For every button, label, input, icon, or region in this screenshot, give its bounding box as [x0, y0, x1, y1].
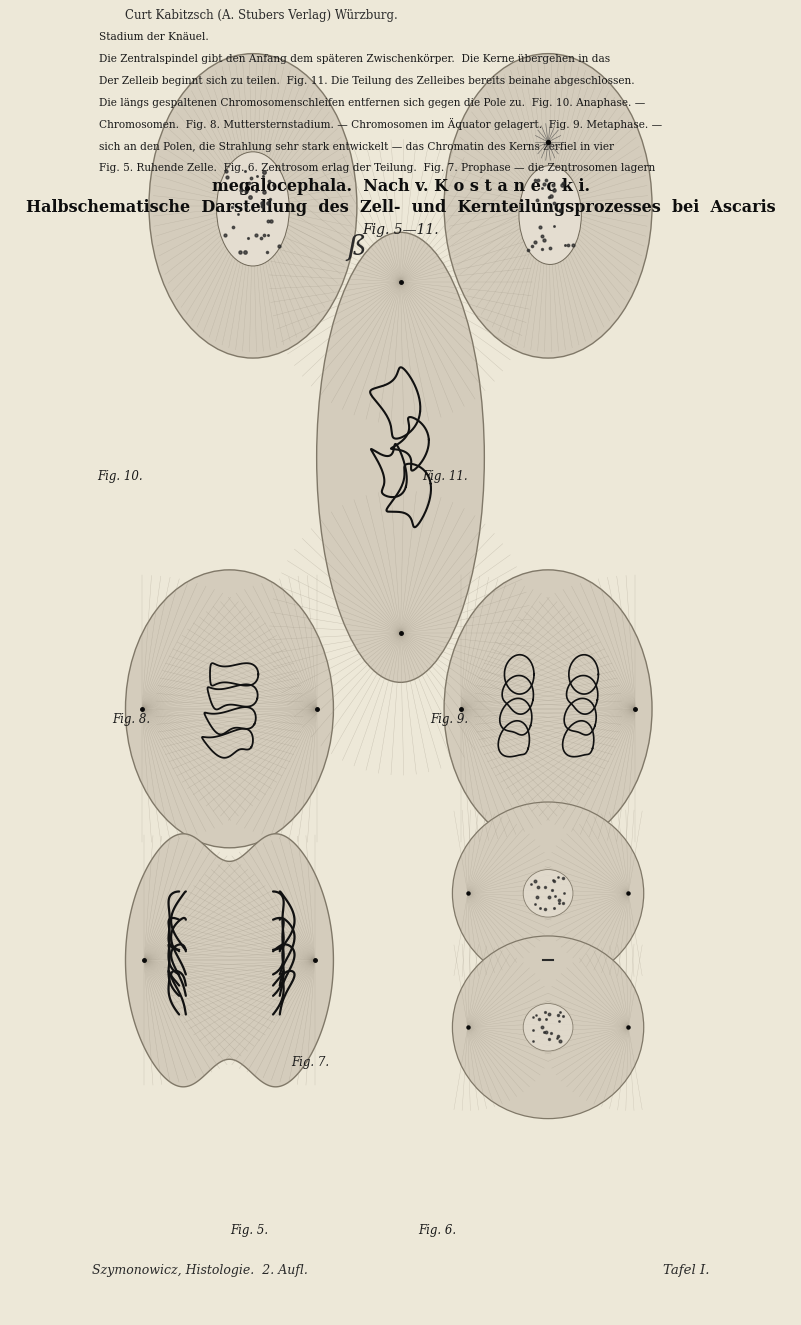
Text: Fig. 11.: Fig. 11. — [423, 470, 469, 482]
Ellipse shape — [126, 570, 333, 848]
Ellipse shape — [216, 152, 289, 266]
Text: Fig. 5.: Fig. 5. — [231, 1224, 268, 1238]
Ellipse shape — [149, 53, 357, 358]
Ellipse shape — [444, 53, 652, 358]
Text: Fig. 9.: Fig. 9. — [429, 713, 468, 726]
Ellipse shape — [523, 1003, 573, 1051]
Text: Fig. 5. Ruhende Zelle.  Fig. 6. Zentrosom erlag der Teilung.  Fig. 7. Prophase —: Fig. 5. Ruhende Zelle. Fig. 6. Zentrosom… — [99, 163, 655, 174]
Text: Die längs gespaltenen Chromosomenschleifen entfernen sich gegen die Pole zu.  Fi: Die längs gespaltenen Chromosomenschleif… — [99, 98, 645, 107]
Text: Chromosomen.  Fig. 8. Muttersternstadium. — Chromosomen im Äquator gelagert.  Fi: Chromosomen. Fig. 8. Muttersternstadium.… — [99, 118, 662, 130]
Text: Fig. 10.: Fig. 10. — [97, 470, 143, 482]
Text: Curt Kabitzsch (A. Stubers Verlag) Würzburg.: Curt Kabitzsch (A. Stubers Verlag) Würzb… — [126, 9, 398, 23]
Ellipse shape — [453, 802, 644, 984]
Text: Fig. 7.: Fig. 7. — [291, 1056, 329, 1069]
Text: Stadium der Knäuel.: Stadium der Knäuel. — [99, 32, 208, 42]
Ellipse shape — [316, 232, 485, 682]
Text: Fig. 6.: Fig. 6. — [418, 1224, 457, 1238]
Text: Fig. 8.: Fig. 8. — [112, 713, 150, 726]
Text: ß: ß — [348, 233, 366, 261]
Ellipse shape — [453, 935, 644, 1118]
Text: Halbschematische  Darstellung  des  Zell-  und  Kernteilungsprozesses  bei  Asca: Halbschematische Darstellung des Zell- u… — [26, 200, 775, 216]
Polygon shape — [126, 833, 333, 1086]
Text: megalocephala.  Nach v. K o s t a n e c k i.: megalocephala. Nach v. K o s t a n e c k… — [211, 179, 590, 195]
Ellipse shape — [523, 869, 573, 917]
Ellipse shape — [444, 570, 652, 848]
Text: sich an den Polen, die Strahlung sehr stark entwickelt — das Chromatin des Kerns: sich an den Polen, die Strahlung sehr st… — [99, 142, 614, 151]
Ellipse shape — [519, 166, 582, 265]
Text: Die Zentralspindel gibt den Anfang dem späteren Zwischenkörper.  Die Kerne überg: Die Zentralspindel gibt den Anfang dem s… — [99, 54, 610, 64]
Text: Tafel I.: Tafel I. — [662, 1264, 709, 1277]
Text: Der Zelleib beginnt sich zu teilen.  Fig. 11. Die Teilung des Zelleibes bereits : Der Zelleib beginnt sich zu teilen. Fig.… — [99, 76, 634, 86]
Text: Fig. 5—11.: Fig. 5—11. — [362, 223, 439, 237]
Text: Szymonowicz, Histologie.  2. Aufl.: Szymonowicz, Histologie. 2. Aufl. — [92, 1264, 308, 1277]
